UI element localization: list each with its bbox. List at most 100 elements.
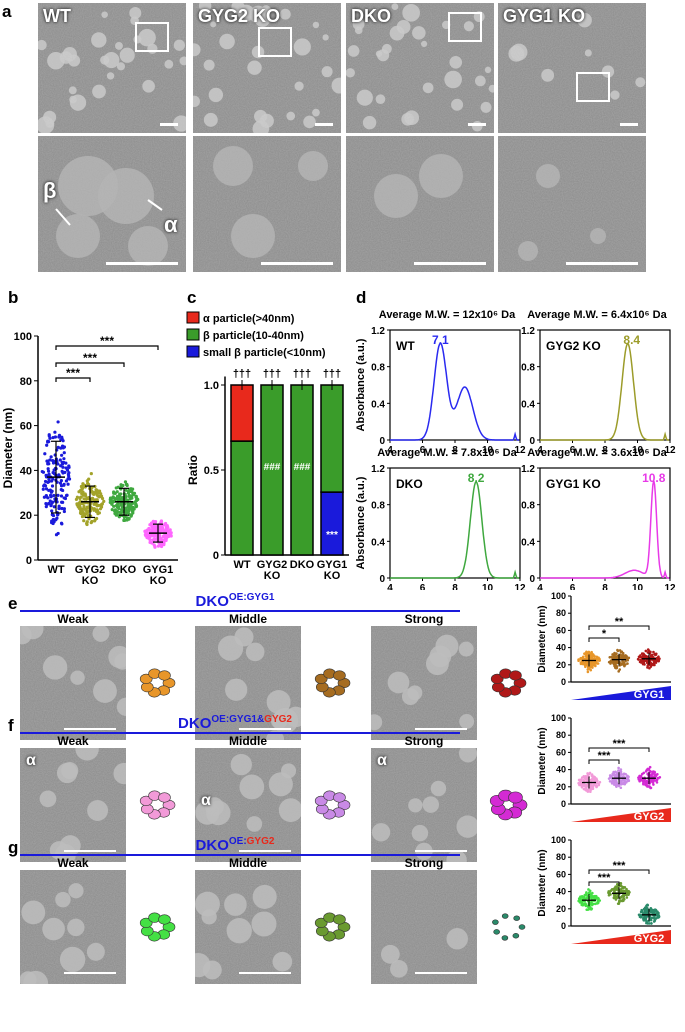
em-label: DKO [351, 6, 391, 26]
data-point [149, 540, 153, 545]
data-point [114, 513, 118, 517]
sig-bracket [588, 625, 650, 630]
data-point [59, 446, 63, 450]
data-point [52, 493, 56, 498]
scale-bar [64, 850, 116, 852]
data-point [594, 664, 597, 668]
em-label: GYG2 KO [198, 6, 281, 26]
data-point [60, 453, 64, 457]
data-point [613, 651, 616, 655]
data-point [613, 654, 616, 657]
data-point [48, 499, 52, 503]
condition-label: Weak [57, 856, 89, 870]
dagger-label: ††† [233, 368, 251, 380]
scale-bar [106, 262, 178, 265]
em-noise [20, 626, 126, 740]
data-point [111, 496, 115, 500]
data-point [652, 783, 655, 786]
data-point [119, 483, 123, 487]
data-point [586, 894, 589, 898]
data-point [589, 790, 592, 794]
y-tick-label: 1.2 [521, 464, 535, 475]
y-tick-label: 0.5 [204, 465, 219, 477]
subplot-label: WT [396, 339, 415, 353]
x-tick-label: GYG2 [75, 564, 106, 576]
em-noise [346, 136, 494, 272]
data-point [613, 887, 617, 891]
em-zoom-1 [193, 136, 341, 272]
subplot-label: DKO [396, 477, 423, 491]
data-point [59, 521, 64, 525]
data-point [646, 785, 649, 788]
data-point [594, 777, 598, 781]
y-axis-label: Diameter (nm) [537, 605, 548, 672]
x-tick-label: 10 [632, 583, 644, 590]
legend-swatch [186, 345, 200, 358]
x-tick-label: 6 [420, 445, 426, 456]
data-point [614, 662, 618, 665]
y-tick-label: 20 [556, 782, 566, 792]
em-noise [371, 626, 477, 740]
y-tick-label: 0 [379, 436, 385, 447]
data-point [44, 502, 48, 506]
particle-shape [492, 919, 499, 925]
data-point [85, 479, 89, 483]
data-point [55, 513, 60, 517]
data-point [653, 771, 657, 774]
data-point [579, 661, 583, 664]
data-point [615, 883, 619, 886]
legend-label: α particle(>40nm) [203, 313, 295, 325]
data-point [62, 507, 66, 511]
row-divider [20, 732, 460, 734]
data-point [124, 510, 128, 514]
y-tick-label: 0 [561, 921, 566, 931]
particle-shape [333, 670, 346, 681]
data-point [582, 787, 586, 791]
data-point [102, 499, 106, 504]
data-point [66, 477, 70, 481]
data-point [48, 436, 52, 440]
data-point [658, 776, 662, 779]
em-image [371, 626, 477, 740]
data-point [52, 459, 56, 464]
data-point [94, 509, 99, 514]
subplot-title: Average M.W. = 3.6x10⁶ Da [527, 447, 667, 459]
data-point [120, 495, 124, 500]
y-tick-label: 80 [556, 608, 566, 618]
data-point [646, 914, 649, 918]
data-point [78, 511, 83, 515]
sig-bracket [588, 747, 650, 752]
data-point [591, 666, 594, 669]
x-tick-label: KO [324, 570, 341, 582]
data-point [90, 497, 94, 501]
data-point [89, 472, 93, 476]
sec-curve [390, 480, 520, 579]
data-point [598, 780, 602, 784]
data-point [590, 654, 594, 658]
em-noise [195, 748, 301, 862]
data-point [65, 468, 70, 472]
sig-label: *** [613, 738, 627, 750]
data-point [590, 773, 594, 776]
sig-bracket [588, 881, 620, 886]
bar-alpha [230, 384, 254, 442]
x-tick-label: 10 [632, 445, 644, 456]
data-point [657, 655, 660, 659]
data-point [125, 482, 129, 486]
x-tick-label: WT [47, 564, 64, 576]
x-tick-label: 12 [664, 445, 676, 456]
data-point [622, 895, 626, 898]
data-point [66, 482, 70, 486]
data-point [615, 785, 618, 788]
data-point [42, 484, 46, 488]
sig-label: *** [598, 872, 612, 884]
em-noise [20, 870, 126, 984]
data-point [108, 496, 113, 500]
data-point [95, 516, 99, 521]
data-point [79, 507, 83, 511]
data-point [49, 503, 53, 507]
bar-beta [320, 384, 344, 493]
data-point [134, 494, 138, 499]
scale-bar [239, 728, 291, 730]
